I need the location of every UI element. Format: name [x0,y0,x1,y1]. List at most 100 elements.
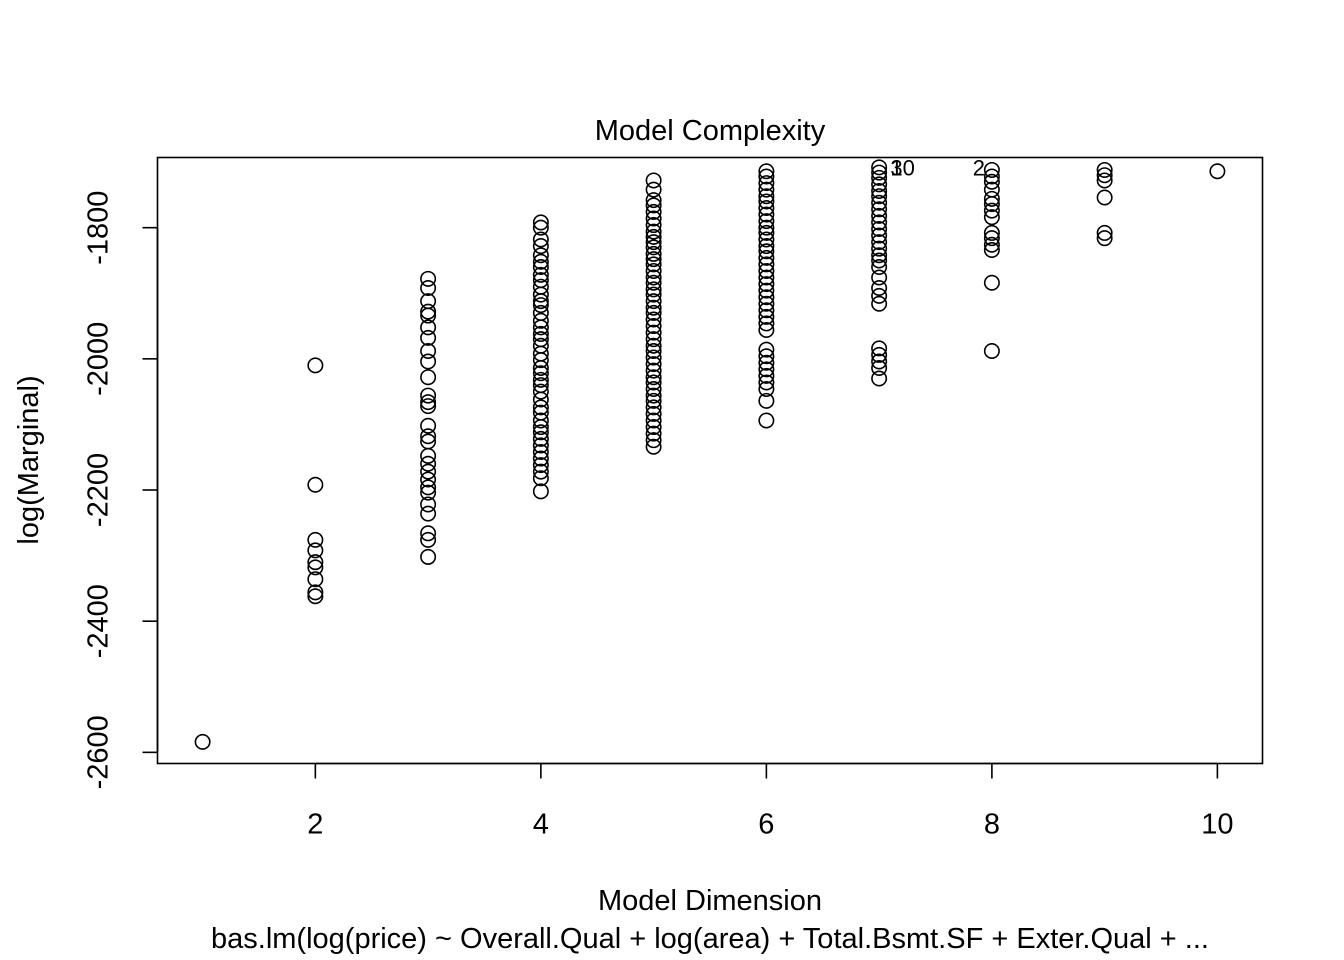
data-point [758,367,775,384]
data-point [645,342,662,359]
data-point [758,224,775,241]
data-point [420,417,437,434]
data-point [871,201,888,218]
data-point [871,220,888,237]
data-point [1096,167,1113,184]
data-point [532,238,549,255]
data-point [645,324,662,341]
data-point [532,483,549,500]
data-point [645,356,662,373]
data-point [645,181,662,198]
data-point [532,365,549,382]
data-point [420,531,437,548]
data-point [307,357,324,374]
data-point [871,340,888,357]
data-point [532,325,549,342]
data-point [532,214,549,231]
data-point [645,405,662,422]
data-point [645,286,662,303]
data-point [758,412,775,429]
data-point [983,209,1000,226]
data-point [645,293,662,310]
data-point [758,249,775,266]
data-point [758,295,775,312]
data-point [758,276,775,293]
data-point [420,303,437,320]
data-point [758,168,775,185]
chart-title: Model Complexity [595,115,826,147]
data-point [645,274,662,291]
point-annotation: 3 [890,155,902,180]
point-annotations: 103 2 [890,155,985,180]
data-point [532,450,549,467]
x-tick-label: 10 [1201,809,1233,841]
point-annotation: 10 [890,155,914,180]
x-axis: 2 4 6 8 10 [307,762,1234,841]
data-point [532,266,549,283]
data-point [871,164,888,181]
y-tick-label: -2600 [83,715,115,789]
data-point [645,239,662,256]
data-point [758,354,775,371]
data-point [871,252,888,269]
data-point [532,219,549,236]
data-point [758,243,775,260]
point-annotation: 2 [973,155,985,180]
data-point [307,531,324,548]
data-point [983,224,1000,241]
data-point [645,192,662,209]
data-point [420,270,437,287]
data-point [645,256,662,273]
data-point [983,274,1000,291]
data-point [645,387,662,404]
data-point [420,428,437,445]
data-point [758,188,775,205]
data-point [532,463,549,480]
data-point [420,369,437,386]
data-point [420,471,437,488]
y-tick-label: -2200 [83,453,115,527]
data-point [645,172,662,189]
data-point [420,329,437,346]
data-point [532,286,549,303]
data-point [645,374,662,391]
data-point [420,280,437,297]
data-point [645,281,662,298]
data-point [307,571,324,588]
data-point [645,349,662,366]
data-point [532,424,549,441]
data-point [532,253,549,270]
data-point [420,548,437,565]
y-tick-label: -2000 [83,322,115,396]
data-point [871,353,888,370]
data-point [871,259,888,276]
data-point [983,173,1000,190]
data-point [420,387,437,404]
data-point [645,262,662,279]
data-point [758,269,775,286]
data-point [532,231,549,248]
data-point [645,318,662,335]
data-point [532,383,549,400]
data-point [420,479,437,496]
data-point [983,202,1000,219]
data-point [758,219,775,236]
data-point [758,181,775,198]
data-point [758,238,775,255]
data-point [645,197,662,214]
x-axis-label: Model Dimension [598,885,822,917]
data-point [871,247,888,264]
data-point [307,542,324,559]
data-point [1096,230,1113,247]
data-point [758,315,775,332]
data-point [532,352,549,369]
data-point [420,342,437,359]
data-point [1096,224,1113,241]
data-point [420,319,437,336]
data-point [871,207,888,224]
data-point [983,236,1000,253]
data-point [645,432,662,449]
data-point [532,399,549,416]
data-point [758,231,775,248]
data-point [758,200,775,217]
